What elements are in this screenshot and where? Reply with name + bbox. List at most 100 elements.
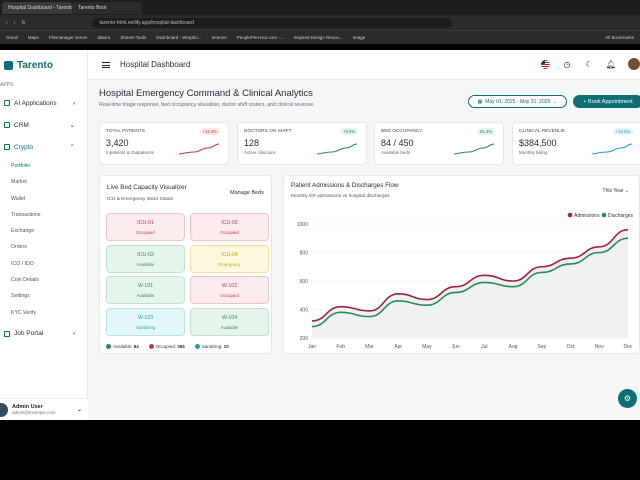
submenu-item[interactable]: Market [11,179,27,186]
header-title: Hospital Dashboard [120,60,191,69]
page-subtitle: Real-time triage response, bed occupancy… [99,102,315,108]
legend-label: Sanitizing [201,343,222,349]
bookmark-link[interactable]: Gmail [6,35,18,40]
browser-tab[interactable]: Hospital Dashboard - Tarento Dashboard [2,1,72,14]
book-appointment-button[interactable]: + Book Appointment [573,95,640,108]
period-select[interactable]: This Year ⌄ [603,188,629,194]
submenu-item[interactable]: Coin Details [11,277,39,284]
crm-icon [4,122,10,128]
period-label: This Year [602,188,624,194]
submenu-item[interactable]: Wallet [11,195,26,202]
browser-tab[interactable]: Tarento Boot [72,1,142,14]
settings-fab[interactable]: ⚙ [618,389,637,408]
crypto-submenu: Portfolio Market Wallet Transactions Exchang… [0,158,87,321]
sidebar-item-job-portal[interactable]: Job Portal › [0,323,87,345]
submenu-item[interactable]: Orders [11,244,27,251]
sparkline [178,143,220,155]
stat-card: TOTAL PATIENTS 3,420 Inpatients & Outpatie… [99,122,229,165]
x-tick-label: Jun [452,344,460,350]
card-subtitle: Monthly ER admissions vs hospital discha… [291,194,390,199]
bed-tile[interactable]: W-102 Occupied [190,276,269,304]
y-tick-label: 1000 [297,222,308,228]
legend-label: Admissions [574,213,600,219]
brand-name: Tarento [17,59,53,71]
brand[interactable]: Tarento [0,50,87,80]
stat-card: BED OCCUPANCY 84 / 450 Available beds 81.3% [374,122,504,165]
avatar[interactable] [628,58,640,70]
sidebar-item-label: AI Applications [14,99,57,107]
legend-item: Occupied: 366 [148,343,185,349]
legend-label: Occupied [155,343,175,349]
date-range-picker[interactable]: ▦ May 01, 2025 - May 31, 2025 ⌄ [468,95,567,108]
submenu-item[interactable]: Portfolio [11,163,31,169]
bed-tile[interactable]: ICU-02 Occupied [190,213,269,241]
avatar [0,402,8,417]
x-tick-label: May [422,344,432,350]
bookmarks-bar: Gmail Maps Filemanager server datora Shares … [0,30,640,44]
legend-dot [148,344,154,349]
bed-tile[interactable]: ICU-01 Occupied [106,213,185,241]
menu-icon[interactable] [102,61,110,68]
sidebar-item-crypto[interactable]: Crypto ⌃ [0,136,87,158]
reload-icon[interactable]: ↻ [21,19,26,26]
bookmark-link[interactable]: tentone [211,35,227,40]
submenu-item[interactable]: Exchange [11,228,35,235]
forward-icon[interactable]: › [13,19,16,26]
bed-name: ICU-03 [137,251,154,258]
stat-note: Monthly billing [519,150,548,155]
address-bar[interactable]: tarento-html.netlify.app/hospital-dashbo… [91,17,452,28]
back-icon[interactable]: ‹ [6,19,8,26]
moon-icon[interactable]: ☾ [585,59,593,69]
bookmark-link[interactable]: Filemanager server [48,35,88,40]
bed-status: Available [220,324,239,330]
bell-icon[interactable]: 🔔︎ [605,59,617,69]
chevron-right-icon: › [72,99,75,107]
series-area [312,229,628,338]
ai-icon [4,100,10,106]
bookmark-link[interactable]: Dashboard - Wrapbo... [156,35,202,40]
submenu-item[interactable]: ICO / IDO [11,260,34,267]
clock-icon[interactable]: ◷ [563,59,571,69]
legend-sep: : [131,343,134,349]
x-tick-label: Apr [394,344,402,350]
bookmark-link[interactable]: Shares Tools [120,35,147,40]
bookmark-link[interactable]: Image [352,35,366,40]
legend-count: 366 [177,343,185,349]
legend-sep: : [174,343,178,349]
bookmark-link[interactable]: All Bookmarks [605,35,634,40]
bed-tile[interactable]: W-101 Available [106,276,185,304]
bookmark-link[interactable]: Inspired Design Resou... [293,35,343,40]
card-title: Live Bed Capacity Visualizer [107,184,187,191]
sparkline [453,143,495,155]
flag-icon[interactable] [540,59,550,69]
user-name: Admin User [12,404,43,410]
bookmark-link[interactable]: PeoplePerHour.com -... [236,35,284,40]
bed-tile[interactable]: ICU-03 Available [106,244,185,273]
user-profile[interactable]: Admin User admin@example.com ⌄ [0,398,88,420]
series-line-discharges [311,237,629,328]
card-title: Patient Admissions & Discharges Flow [291,182,399,189]
admissions-chart: 200 400 600 800 1000 Jan Feb Mar Apr May Jun Jul Aug… [297,212,634,350]
legend-marker [567,212,573,218]
submenu-item[interactable]: Transactions [11,211,41,218]
chevron-down-icon: ⌄ [69,122,75,129]
app-viewport: Tarento APPS AI Applications › CRM ⌄ Cry… [0,50,640,420]
bed-tile[interactable]: ICU-04 Emergency [190,244,269,273]
bookmark-link[interactable]: Maps [27,35,39,40]
bed-status: Occupied [136,230,155,235]
bed-tile[interactable]: W-103 Sanitizing [106,307,185,336]
manage-beds-button[interactable]: Manage Beds [230,190,264,196]
card-subtitle: ICU & Emergency Ward Status [107,197,173,202]
x-tick-label: Jul [481,344,487,350]
submenu-item[interactable]: Settings [11,293,30,300]
bed-status: Available [136,293,155,298]
submenu-item[interactable]: KYC Verify [11,309,37,316]
briefcase-icon [4,330,10,337]
sidebar-item-label: CRM [14,121,29,129]
bookmark-link[interactable]: datora [97,35,111,40]
sidebar-item-crm[interactable]: CRM ⌄ [0,114,87,136]
bed-tile[interactable]: W-104 Available [190,307,269,336]
stat-label: TOTAL PATIENTS [106,129,145,134]
main-content: Hospital Emergency Command & Clinical An… [99,88,640,354]
sidebar-item-ai-applications[interactable]: AI Applications › [0,92,87,114]
